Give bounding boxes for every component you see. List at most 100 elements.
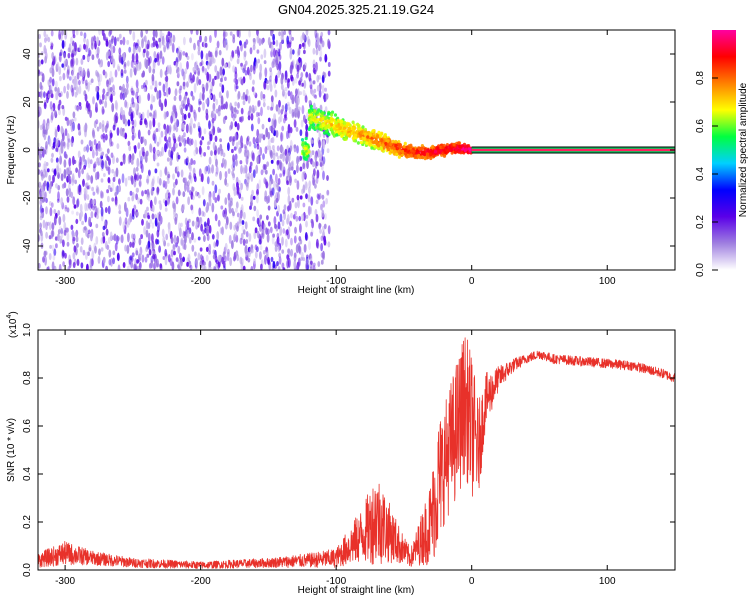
noise-cell: [305, 258, 309, 266]
noise-cell: [272, 233, 275, 238]
noise-cell: [147, 222, 151, 230]
noise-cell: [43, 30, 47, 38]
noise-cell: [190, 90, 194, 97]
noise-cell: [311, 160, 315, 165]
noise-cell: [278, 252, 281, 258]
noise-cell: [83, 146, 86, 153]
noise-cell: [109, 231, 113, 241]
noise-cell: [77, 150, 81, 159]
noise-cell: [173, 95, 177, 101]
ridge-cell: [323, 131, 327, 135]
noise-cell: [126, 60, 130, 67]
noise-cell: [43, 180, 47, 187]
noise-cell: [101, 123, 105, 133]
noise-cell: [143, 35, 147, 43]
ridge-cell: [458, 149, 462, 153]
noise-cell: [39, 199, 43, 206]
noise-cell: [42, 219, 46, 229]
ridge-cell: [459, 145, 463, 149]
noise-cell: [296, 73, 299, 79]
noise-cell: [157, 125, 161, 132]
noise-cell: [289, 126, 293, 134]
noise-cell: [275, 173, 278, 183]
ridge-cell: [391, 139, 395, 144]
noise-cell: [197, 49, 201, 56]
noise-cell: [305, 123, 309, 132]
noise-cell: [87, 157, 90, 165]
noise-cell: [64, 128, 68, 137]
noise-cell: [245, 231, 249, 238]
noise-cell: [144, 154, 148, 163]
noise-cell: [246, 137, 249, 146]
noise-cell: [209, 266, 213, 270]
noise-cell: [173, 207, 176, 217]
noise-cell: [114, 242, 118, 252]
ridge-cell: [333, 113, 338, 117]
ridge-cell: [366, 135, 370, 139]
noise-cell: [38, 162, 41, 168]
noise-cell: [256, 183, 260, 193]
noise-cell: [58, 30, 61, 41]
multiplier-close: ): [8, 311, 19, 314]
ridge-cell: [351, 120, 355, 125]
noise-cell: [41, 210, 45, 219]
noise-cell: [150, 260, 154, 269]
noise-cell: [149, 103, 153, 110]
noise-cell: [154, 30, 158, 38]
noise-cell: [296, 194, 300, 201]
noise-cell: [147, 129, 151, 136]
noise-cell: [58, 99, 62, 106]
noise-cell: [255, 137, 259, 143]
noise-cell: [299, 166, 303, 172]
noise-cell: [212, 254, 216, 260]
noise-cell: [327, 38, 330, 48]
ridge-cell: [333, 127, 337, 131]
noise-cell: [95, 223, 99, 229]
noise-cell: [66, 241, 70, 247]
noise-cell: [80, 262, 84, 269]
y-tick-label: 0.8: [22, 371, 33, 385]
noise-cell: [145, 150, 149, 157]
noise-cell: [228, 234, 232, 244]
noise-cell: [118, 210, 122, 215]
noise-cell: [219, 138, 223, 143]
noise-cell: [235, 141, 239, 149]
noise-cell: [95, 185, 99, 192]
noise-cell: [250, 265, 254, 270]
noise-cell: [102, 88, 106, 95]
noise-cell: [68, 76, 72, 81]
noise-cell: [95, 119, 99, 125]
noise-cell: [40, 85, 44, 91]
noise-cell: [95, 48, 99, 57]
noise-cell: [249, 161, 253, 167]
noise-cell: [259, 214, 263, 220]
noise-cell: [144, 119, 148, 126]
noise-cell: [191, 95, 195, 101]
noise-cell: [110, 141, 114, 147]
noise-cell: [231, 240, 234, 250]
ridge-cell: [351, 136, 355, 141]
noise-cell: [146, 109, 150, 119]
noise-cell: [310, 218, 314, 224]
noise-cell: [91, 250, 95, 260]
noise-cell: [144, 39, 148, 50]
noise-cell: [164, 200, 168, 207]
noise-cell: [223, 213, 227, 220]
noise-cell: [50, 83, 53, 92]
noise-cell: [214, 30, 217, 38]
noise-cell: [131, 214, 135, 220]
noise-cell: [309, 254, 313, 262]
noise-cell: [272, 260, 276, 269]
noise-cell: [211, 180, 215, 186]
noise-cell: [106, 120, 109, 128]
noise-cell: [216, 41, 220, 49]
noise-cell: [250, 64, 253, 73]
noise-cell: [131, 241, 135, 248]
ridge-cell: [380, 138, 384, 142]
noise-cell: [280, 131, 283, 142]
noise-cell: [239, 160, 243, 165]
noise-cell: [211, 202, 215, 213]
noise-cell: [198, 79, 202, 86]
noise-cell: [114, 200, 118, 207]
noise-cell: [262, 163, 266, 170]
